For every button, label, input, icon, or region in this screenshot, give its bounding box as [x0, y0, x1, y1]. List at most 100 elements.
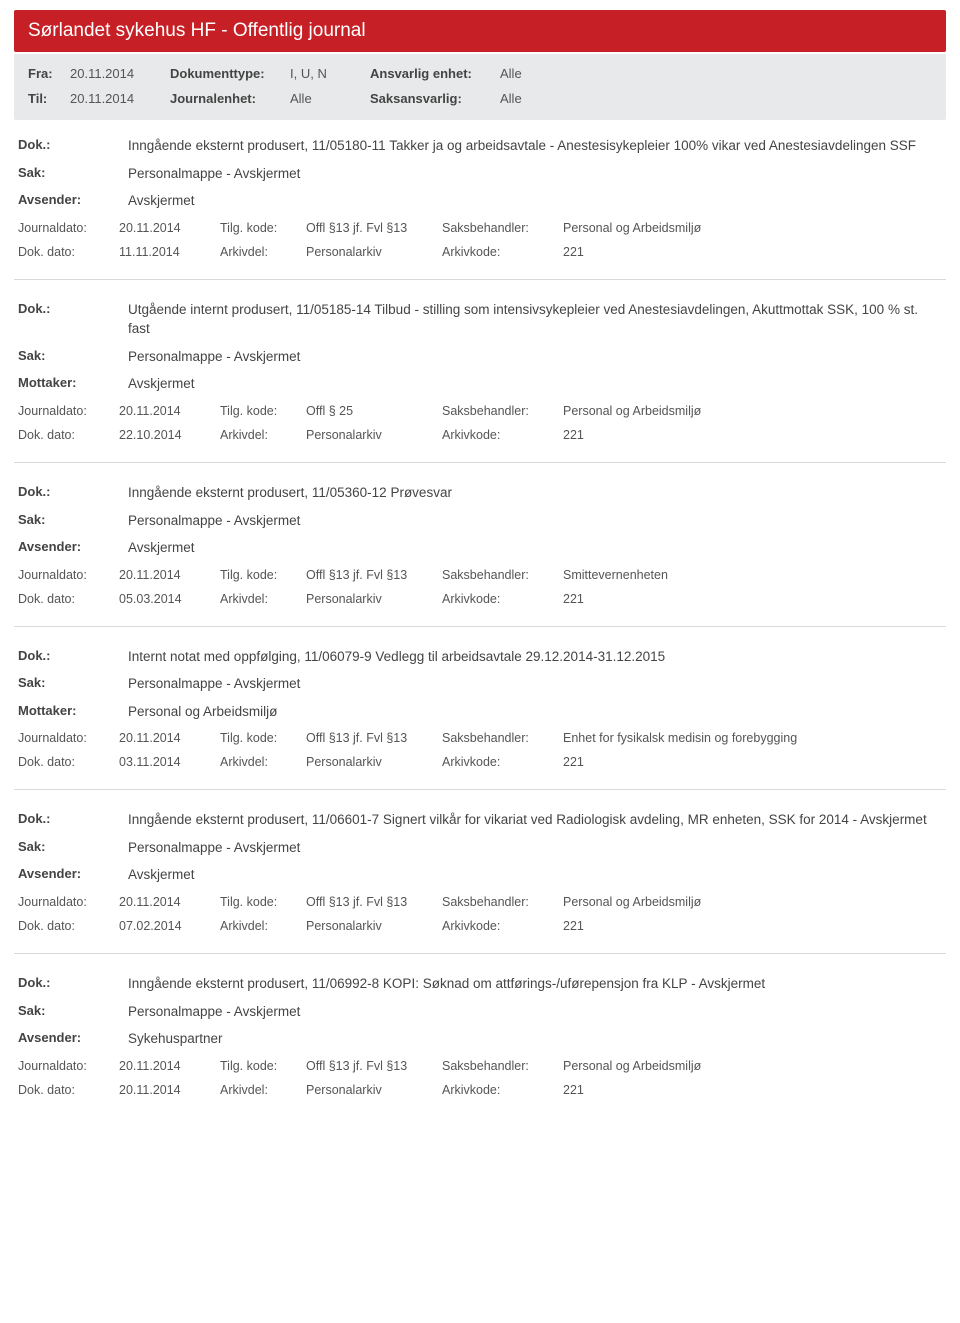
meta-til-value: 20.11.2014	[70, 91, 170, 106]
tilgkode-value: Offl §13 jf. Fvl §13	[306, 895, 436, 909]
dok-value: Inngående eksternt produsert, 11/05360-1…	[128, 483, 452, 503]
party-value: Personal og Arbeidsmiljø	[128, 702, 277, 722]
journaldato-value: 20.11.2014	[119, 404, 214, 418]
saksbehandler-label: Saksbehandler:	[442, 568, 557, 582]
dok-value: Inngående eksternt produsert, 11/05180-1…	[128, 136, 916, 156]
arkivkode-value: 221	[563, 919, 942, 933]
arkivdel-label: Arkivdel:	[220, 919, 300, 933]
saksbehandler-value: Personal og Arbeidsmiljø	[563, 895, 942, 909]
dok-value: Inngående eksternt produsert, 11/06601-7…	[128, 810, 927, 830]
tilgkode-label: Tilg. kode:	[220, 404, 300, 418]
arkivdel-label: Arkivdel:	[220, 1083, 300, 1097]
arkivkode-label: Arkivkode:	[442, 245, 557, 259]
journaldato-label: Journaldato:	[18, 1059, 113, 1073]
dok-label: Dok.:	[18, 810, 128, 830]
entry-separator	[14, 789, 946, 790]
saksbehandler-value: Smittevernenheten	[563, 568, 942, 582]
meta-saksansvarlig-label: Saksansvarlig:	[370, 91, 500, 106]
journaldato-value: 20.11.2014	[119, 731, 214, 745]
sak-value: Personalmappe - Avskjermet	[128, 511, 300, 531]
tilgkode-value: Offl §13 jf. Fvl §13	[306, 1059, 436, 1073]
sak-value: Personalmappe - Avskjermet	[128, 347, 300, 367]
journal-entry: Dok.: Inngående eksternt produsert, 11/0…	[14, 794, 946, 941]
meta-fra-value: 20.11.2014	[70, 66, 170, 81]
party-label: Avsender:	[18, 1029, 128, 1049]
journaldato-value: 20.11.2014	[119, 1059, 214, 1073]
meta-til-label: Til:	[28, 91, 70, 106]
party-value: Sykehuspartner	[128, 1029, 223, 1049]
arkivkode-value: 221	[563, 592, 942, 606]
sak-label: Sak:	[18, 164, 128, 184]
dokdato-label: Dok. dato:	[18, 919, 113, 933]
arkivkode-value: 221	[563, 428, 942, 442]
entry-separator	[14, 462, 946, 463]
party-label: Avsender:	[18, 865, 128, 885]
party-label: Mottaker:	[18, 374, 128, 394]
journaldato-value: 20.11.2014	[119, 221, 214, 235]
dokdato-value: 03.11.2014	[119, 755, 214, 769]
arkivdel-value: Personalarkiv	[306, 1083, 436, 1097]
arkivdel-value: Personalarkiv	[306, 919, 436, 933]
dokdato-label: Dok. dato:	[18, 755, 113, 769]
page-title: Sørlandet sykehus HF - Offentlig journal	[28, 20, 366, 41]
tilgkode-value: Offl §13 jf. Fvl §13	[306, 568, 436, 582]
journal-entry: Dok.: Utgående internt produsert, 11/051…	[14, 284, 946, 450]
saksbehandler-label: Saksbehandler:	[442, 404, 557, 418]
dokdato-label: Dok. dato:	[18, 1083, 113, 1097]
tilgkode-label: Tilg. kode:	[220, 731, 300, 745]
dokdato-label: Dok. dato:	[18, 592, 113, 606]
dokdato-value: 07.02.2014	[119, 919, 214, 933]
arkivkode-value: 221	[563, 245, 942, 259]
meta-saksansvarlig-value: Alle	[500, 91, 932, 106]
arkivkode-label: Arkivkode:	[442, 592, 557, 606]
entries-container: Dok.: Inngående eksternt produsert, 11/0…	[14, 120, 946, 1105]
party-value: Avskjermet	[128, 374, 195, 394]
arkivkode-value: 221	[563, 1083, 942, 1097]
saksbehandler-value: Personal og Arbeidsmiljø	[563, 221, 942, 235]
saksbehandler-value: Personal og Arbeidsmiljø	[563, 1059, 942, 1073]
dok-label: Dok.:	[18, 974, 128, 994]
journal-entry: Dok.: Inngående eksternt produsert, 11/0…	[14, 958, 946, 1105]
meta-fra-label: Fra:	[28, 66, 70, 81]
arkivkode-label: Arkivkode:	[442, 919, 557, 933]
dok-label: Dok.:	[18, 136, 128, 156]
journaldato-label: Journaldato:	[18, 568, 113, 582]
sak-value: Personalmappe - Avskjermet	[128, 164, 300, 184]
meta-doktype-value: I, U, N	[290, 66, 370, 81]
tilgkode-value: Offl § 25	[306, 404, 436, 418]
party-value: Avskjermet	[128, 191, 195, 211]
arkivdel-label: Arkivdel:	[220, 755, 300, 769]
dokdato-value: 20.11.2014	[119, 1083, 214, 1097]
arkivkode-label: Arkivkode:	[442, 1083, 557, 1097]
dok-value: Internt notat med oppfølging, 11/06079-9…	[128, 647, 665, 667]
meta-journalenhet-value: Alle	[290, 91, 370, 106]
dokdato-label: Dok. dato:	[18, 428, 113, 442]
arkivdel-value: Personalarkiv	[306, 245, 436, 259]
party-value: Avskjermet	[128, 865, 195, 885]
journaldato-value: 20.11.2014	[119, 568, 214, 582]
saksbehandler-value: Enhet for fysikalsk medisin og forebyggi…	[563, 731, 942, 745]
tilgkode-label: Tilg. kode:	[220, 568, 300, 582]
dokdato-value: 05.03.2014	[119, 592, 214, 606]
saksbehandler-label: Saksbehandler:	[442, 895, 557, 909]
sak-value: Personalmappe - Avskjermet	[128, 674, 300, 694]
entry-separator	[14, 626, 946, 627]
saksbehandler-label: Saksbehandler:	[442, 221, 557, 235]
dokdato-value: 22.10.2014	[119, 428, 214, 442]
meta-ansvarlig-value: Alle	[500, 66, 932, 81]
journaldato-value: 20.11.2014	[119, 895, 214, 909]
tilgkode-label: Tilg. kode:	[220, 1059, 300, 1073]
arkivdel-value: Personalarkiv	[306, 755, 436, 769]
journal-entry: Dok.: Inngående eksternt produsert, 11/0…	[14, 120, 946, 267]
arkivdel-label: Arkivdel:	[220, 592, 300, 606]
arkivkode-label: Arkivkode:	[442, 755, 557, 769]
dok-value: Inngående eksternt produsert, 11/06992-8…	[128, 974, 765, 994]
journaldato-label: Journaldato:	[18, 404, 113, 418]
journal-entry: Dok.: Inngående eksternt produsert, 11/0…	[14, 467, 946, 614]
sak-value: Personalmappe - Avskjermet	[128, 1002, 300, 1022]
meta-journalenhet-label: Journalenhet:	[170, 91, 290, 106]
meta-ansvarlig-label: Ansvarlig enhet:	[370, 66, 500, 81]
tilgkode-label: Tilg. kode:	[220, 221, 300, 235]
saksbehandler-label: Saksbehandler:	[442, 1059, 557, 1073]
arkivdel-value: Personalarkiv	[306, 592, 436, 606]
